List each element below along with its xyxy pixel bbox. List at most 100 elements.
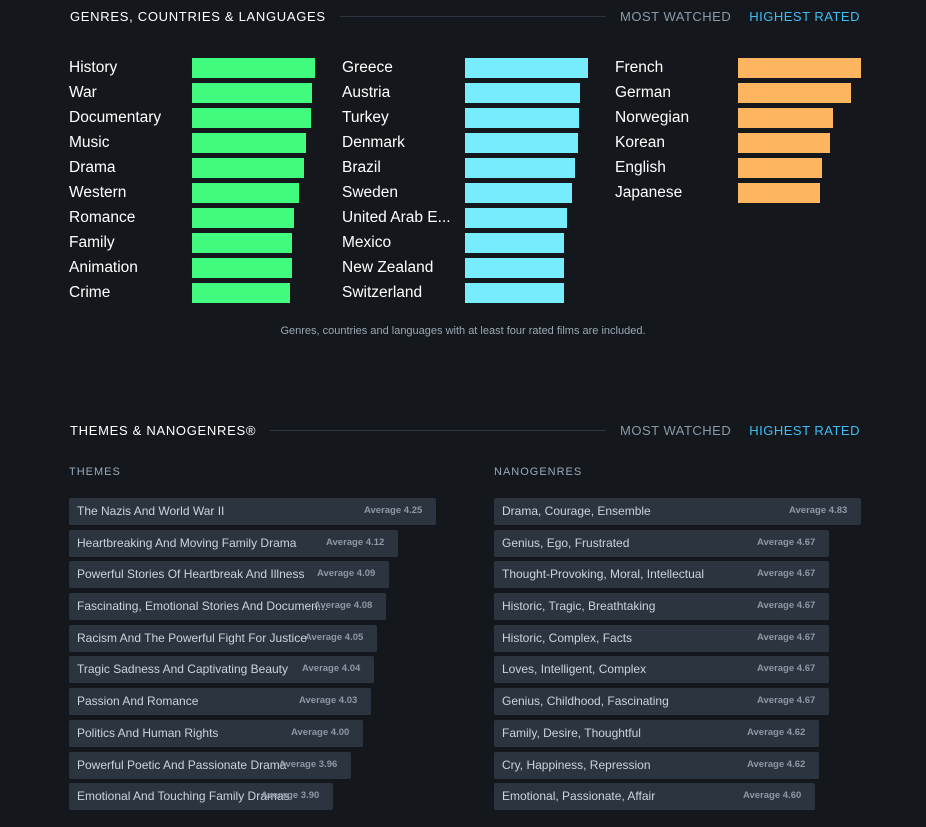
country-label[interactable]: Sweden — [342, 184, 399, 201]
language-label[interactable]: English — [615, 159, 666, 176]
nanogenre-name[interactable]: Thought-Provoking, Moral, Intellectual — [502, 567, 705, 582]
language-row[interactable]: Korean — [615, 132, 861, 157]
nanogenre-row[interactable]: Historic, Tragic, Breathtaking Average 4.… — [494, 593, 861, 621]
theme-row[interactable]: Racism And The Powerful Fight For Justic… — [69, 624, 436, 652]
tab-most-watched[interactable]: MOST WATCHED — [620, 422, 732, 438]
country-bar — [465, 108, 579, 128]
genre-row[interactable]: War — [69, 82, 315, 107]
language-row[interactable]: German — [615, 82, 861, 107]
nanogenre-name[interactable]: Loves, Intelligent, Complex — [502, 662, 647, 677]
language-label[interactable]: French — [615, 59, 664, 76]
nanogenre-name[interactable]: Genius, Ego, Frustrated — [502, 535, 630, 550]
genre-row[interactable]: Romance — [69, 207, 315, 232]
tab-highest-rated[interactable]: HIGHEST RATED — [749, 8, 860, 24]
themes-list: The Nazis And World War II Average 4.25 He… — [69, 498, 436, 815]
country-row[interactable]: Austria — [342, 82, 588, 107]
theme-score-bar — [69, 624, 377, 652]
nanogenre-row[interactable]: Genius, Ego, Frustrated Average 4.67 — [494, 529, 861, 557]
tab-most-watched[interactable]: MOST WATCHED — [620, 8, 732, 24]
nanogenre-score-bar — [494, 688, 829, 716]
genre-row[interactable]: Documentary — [69, 107, 315, 132]
language-label[interactable]: German — [615, 84, 671, 101]
theme-name[interactable]: The Nazis And World War II — [77, 504, 225, 518]
nanogenre-name[interactable]: Emotional, Passionate, Affair — [502, 789, 656, 804]
genre-label[interactable]: Romance — [69, 209, 136, 226]
country-label[interactable]: Denmark — [342, 134, 405, 151]
country-row[interactable]: New Zealand — [342, 257, 588, 282]
genre-label[interactable]: Animation — [69, 259, 138, 276]
language-row[interactable]: French — [615, 57, 861, 82]
language-row[interactable]: Norwegian — [615, 107, 861, 132]
country-row[interactable]: Greece — [342, 57, 588, 82]
theme-name[interactable]: Heartbreaking And Moving Family Drama — [77, 535, 297, 550]
theme-score-bar — [69, 593, 386, 621]
country-label[interactable]: Greece — [342, 59, 393, 76]
language-label[interactable]: Korean — [615, 134, 665, 151]
genre-row[interactable]: Animation — [69, 257, 315, 282]
genre-label[interactable]: Family — [69, 234, 115, 251]
genre-row[interactable]: History — [69, 57, 315, 82]
nanogenre-name[interactable]: Family, Desire, Thoughtful — [502, 725, 641, 740]
theme-average: Average 3.90 — [261, 790, 320, 802]
theme-name[interactable]: Powerful Stories Of Heartbreak And Illne… — [77, 567, 305, 582]
theme-row[interactable]: Tragic Sadness And Captivating Beauty Ave… — [69, 656, 436, 684]
tab-highest-rated[interactable]: HIGHEST RATED — [749, 422, 860, 438]
language-label[interactable]: Japanese — [615, 184, 683, 201]
genre-row[interactable]: Family — [69, 232, 315, 257]
country-row[interactable]: Mexico — [342, 232, 588, 257]
genre-label[interactable]: Crime — [69, 284, 111, 301]
genre-label[interactable]: History — [69, 59, 118, 76]
country-label[interactable]: Brazil — [342, 159, 381, 176]
country-label[interactable]: Switzerland — [342, 284, 423, 301]
theme-row[interactable]: Heartbreaking And Moving Family Drama Ave… — [69, 529, 436, 557]
country-row[interactable]: Denmark — [342, 132, 588, 157]
theme-average: Average 4.00 — [291, 726, 350, 738]
nanogenre-row[interactable]: Drama, Courage, Ensemble Average 4.83 — [494, 498, 861, 525]
genre-label[interactable]: Western — [69, 184, 127, 201]
nanogenre-row[interactable]: Family, Desire, Thoughtful Average 4.62 — [494, 719, 861, 747]
theme-row[interactable]: Politics And Human Rights Average 4.00 — [69, 719, 436, 747]
genre-row[interactable]: Crime — [69, 282, 315, 307]
nanogenre-name[interactable]: Drama, Courage, Ensemble — [502, 504, 651, 518]
nanogenre-row[interactable]: Thought-Provoking, Moral, Intellectual Av… — [494, 561, 861, 589]
nanogenre-name[interactable]: Genius, Childhood, Fascinating — [502, 694, 669, 709]
nanogenre-name[interactable]: Historic, Complex, Facts — [502, 630, 633, 645]
theme-row[interactable]: Powerful Stories Of Heartbreak And Illne… — [69, 561, 436, 589]
theme-row[interactable]: Emotional And Touching Family Dramas Aver… — [69, 783, 436, 811]
nanogenre-row[interactable]: Historic, Complex, Facts Average 4.67 — [494, 624, 861, 652]
country-label[interactable]: Mexico — [342, 234, 392, 251]
theme-row[interactable]: The Nazis And World War II Average 4.25 — [69, 498, 436, 525]
nanogenre-name[interactable]: Cry, Happiness, Repression — [502, 757, 651, 772]
country-row[interactable]: United Arab E... — [342, 207, 588, 232]
country-row[interactable]: Brazil — [342, 157, 588, 182]
genre-label[interactable]: Documentary — [69, 109, 162, 126]
country-row[interactable]: Sweden — [342, 182, 588, 207]
genre-label[interactable]: Drama — [69, 159, 116, 176]
genre-row[interactable]: Music — [69, 132, 315, 157]
nanogenre-score-bar — [494, 719, 819, 747]
country-row[interactable]: Switzerland — [342, 282, 588, 307]
theme-name[interactable]: Fascinating, Emotional Stories And Docum… — [77, 599, 328, 614]
language-row[interactable]: Japanese — [615, 182, 861, 207]
nanogenre-name[interactable]: Historic, Tragic, Breathtaking — [502, 599, 656, 614]
nanogenre-row[interactable]: Cry, Happiness, Repression Average 4.62 — [494, 751, 861, 779]
theme-row[interactable]: Powerful Poetic And Passionate Drama Aver… — [69, 751, 436, 779]
country-label[interactable]: Austria — [342, 84, 391, 101]
nanogenre-row[interactable]: Loves, Intelligent, Complex Average 4.67 — [494, 656, 861, 684]
genre-row[interactable]: Drama — [69, 157, 315, 182]
country-label[interactable]: Turkey — [342, 109, 389, 126]
nanogenre-row[interactable]: Emotional, Passionate, Affair Average 4.6… — [494, 783, 861, 811]
theme-row[interactable]: Passion And Romance Average 4.03 — [69, 688, 436, 716]
language-label[interactable]: Norwegian — [615, 109, 690, 126]
nanogenre-row[interactable]: Genius, Childhood, Fascinating Average 4.… — [494, 688, 861, 716]
nanogenre-score-bar — [494, 624, 829, 652]
country-label[interactable]: New Zealand — [342, 259, 434, 276]
country-label[interactable]: United Arab E... — [342, 209, 451, 226]
genre-label[interactable]: War — [69, 84, 97, 101]
theme-row[interactable]: Fascinating, Emotional Stories And Docum… — [69, 593, 436, 621]
themes-section-title: THEMES & NANOGENRES® — [70, 422, 257, 438]
language-row[interactable]: English — [615, 157, 861, 182]
genre-row[interactable]: Western — [69, 182, 315, 207]
genre-label[interactable]: Music — [69, 134, 110, 151]
country-row[interactable]: Turkey — [342, 107, 588, 132]
